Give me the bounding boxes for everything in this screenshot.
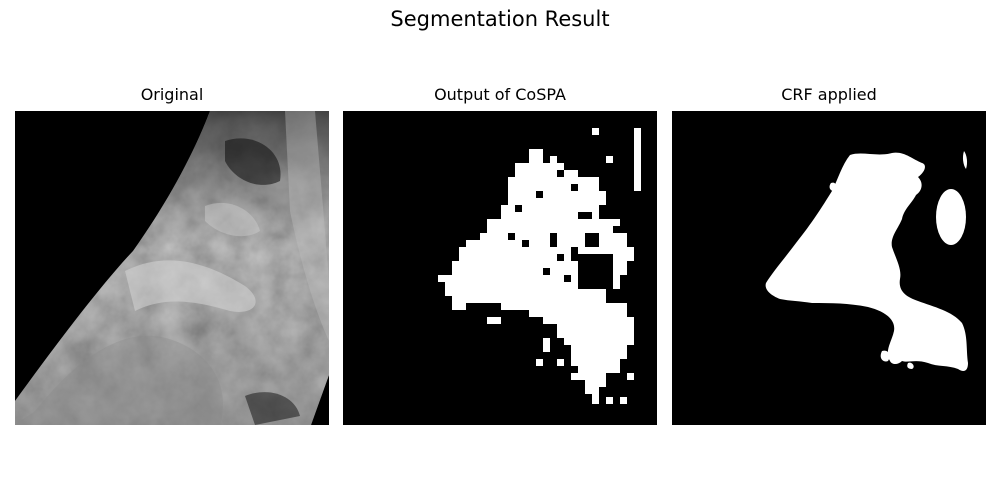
panel-crf: CRF applied (672, 84, 986, 425)
panel-cospa: Output of CoSPA (343, 84, 657, 425)
original-satellite-image (15, 111, 329, 425)
cospa-mask-image (343, 111, 657, 425)
crf-mask-image (672, 111, 986, 425)
panel-title-original: Original (140, 85, 204, 104)
panel-original: Original (15, 84, 329, 425)
panel-title-crf: CRF applied (781, 85, 877, 104)
figure-title: Segmentation Result (390, 7, 610, 31)
panel-title-cospa: Output of CoSPA (434, 85, 566, 104)
